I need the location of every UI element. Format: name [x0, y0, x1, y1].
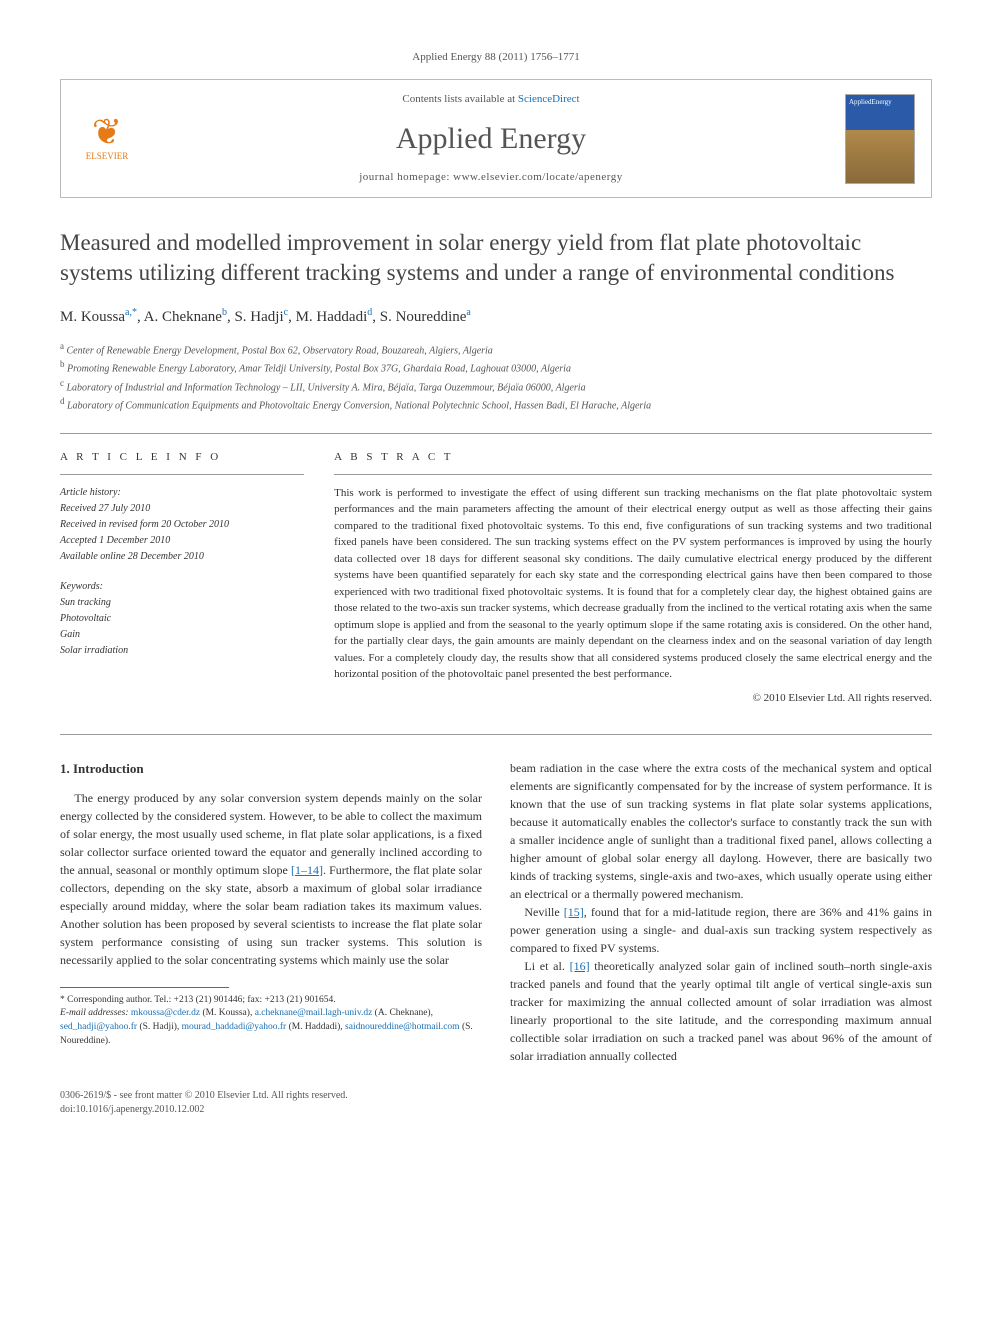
section-divider — [60, 734, 932, 735]
paragraph: beam radiation in the case where the ext… — [510, 759, 932, 903]
abstract: A B S T R A C T This work is performed t… — [334, 450, 932, 706]
email-link[interactable]: sed_hadji@yahoo.fr — [60, 1022, 137, 1032]
author-affil-link[interactable]: a — [466, 307, 470, 318]
abstract-heading: A B S T R A C T — [334, 450, 932, 474]
journal-header: ❦ ELSEVIER Contents lists available at S… — [60, 79, 932, 198]
email-who: (M. Haddadi) — [289, 1022, 341, 1032]
email-link[interactable]: mkoussa@cder.dz — [131, 1008, 200, 1018]
corresponding-author-note: * Corresponding author. Tel.: +213 (21) … — [60, 994, 482, 1008]
keyword: Sun tracking — [60, 595, 304, 611]
keyword: Gain — [60, 627, 304, 643]
abstract-text: This work is performed to investigate th… — [334, 485, 932, 683]
contents-prefix: Contents lists available at — [402, 93, 517, 105]
author-list: M. Koussaa,*, A. Cheknaneb, S. Hadjic, M… — [60, 306, 932, 328]
author: A. Cheknaneb — [144, 309, 227, 325]
email-addresses: E-mail addresses: mkoussa@cder.dz (M. Ko… — [60, 1007, 482, 1048]
article-info: A R T I C L E I N F O Article history: R… — [60, 450, 304, 706]
publisher-name: ELSEVIER — [86, 150, 129, 163]
keyword: Solar irradiation — [60, 643, 304, 659]
affiliation: a Center of Renewable Energy Development… — [60, 340, 932, 358]
homepage-url[interactable]: www.elsevier.com/locate/apenergy — [453, 171, 623, 183]
author-affil-link[interactable]: d — [367, 307, 372, 318]
article-title: Measured and modelled improvement in sol… — [60, 228, 932, 288]
email-who: (A. Cheknane) — [375, 1008, 431, 1018]
citation-link[interactable]: [16] — [570, 959, 590, 973]
paragraph: Li et al. [16] theoretically analyzed so… — [510, 957, 932, 1065]
citation: Applied Energy 88 (2011) 1756–1771 — [60, 50, 932, 65]
journal-homepage: journal homepage: www.elsevier.com/locat… — [137, 170, 845, 185]
doi-line: doi:10.1016/j.apenergy.2010.12.002 — [60, 1103, 932, 1117]
email-label: E-mail addresses: — [60, 1008, 131, 1018]
keyword: Photovoltaic — [60, 611, 304, 627]
paragraph: The energy produced by any solar convers… — [60, 789, 482, 969]
email-who: (S. Hadji) — [139, 1022, 176, 1032]
footnotes: * Corresponding author. Tel.: +213 (21) … — [60, 994, 482, 1049]
elsevier-tree-icon: ❦ — [92, 114, 122, 150]
paragraph: Neville [15], found that for a mid-latit… — [510, 903, 932, 957]
author: M. Koussaa,* — [60, 309, 137, 325]
journal-name: Applied Energy — [137, 118, 845, 160]
history-item: Available online 28 December 2010 — [60, 549, 304, 565]
email-who: (M. Koussa) — [202, 1008, 250, 1018]
affiliation: b Promoting Renewable Energy Laboratory,… — [60, 358, 932, 376]
history-item: Accepted 1 December 2010 — [60, 533, 304, 549]
author-affil-link[interactable]: b — [222, 307, 227, 318]
affiliation: d Laboratory of Communication Equipments… — [60, 395, 932, 413]
author: S. Noureddinea — [380, 309, 471, 325]
section-heading: 1. Introduction — [60, 759, 482, 779]
body-text: 1. Introduction The energy produced by a… — [60, 759, 932, 1065]
citation-link[interactable]: [15] — [564, 905, 584, 919]
elsevier-logo: ❦ ELSEVIER — [77, 104, 137, 174]
contents-available: Contents lists available at ScienceDirec… — [137, 92, 845, 107]
citation-link[interactable]: [1–14] — [291, 863, 323, 877]
history-item: Received 27 July 2010 — [60, 501, 304, 517]
affiliation: c Laboratory of Industrial and Informati… — [60, 377, 932, 395]
journal-cover-thumbnail: AppliedEnergy — [845, 94, 915, 184]
history-label: Article history: — [60, 485, 304, 501]
homepage-prefix: journal homepage: — [359, 171, 453, 183]
author-affil-link[interactable]: a,* — [125, 307, 137, 318]
email-link[interactable]: a.cheknane@mail.lagh-univ.dz — [255, 1008, 373, 1018]
footnote-separator — [60, 987, 229, 988]
issn-line: 0306-2619/$ - see front matter © 2010 El… — [60, 1089, 932, 1103]
keywords-label: Keywords: — [60, 579, 304, 595]
email-link[interactable]: mourad_haddadi@yahoo.fr — [182, 1022, 287, 1032]
author: S. Hadjic — [234, 309, 288, 325]
author-affil-link[interactable]: c — [284, 307, 288, 318]
page-footer: 0306-2619/$ - see front matter © 2010 El… — [60, 1089, 932, 1117]
affiliations: a Center of Renewable Energy Development… — [60, 340, 932, 413]
sciencedirect-link[interactable]: ScienceDirect — [518, 93, 580, 105]
article-info-heading: A R T I C L E I N F O — [60, 450, 304, 474]
cover-label: AppliedEnergy — [849, 98, 892, 106]
email-link[interactable]: saidnoureddine@hotmail.com — [345, 1022, 460, 1032]
author: M. Haddadid — [296, 309, 373, 325]
history-item: Received in revised form 20 October 2010 — [60, 517, 304, 533]
abstract-copyright: © 2010 Elsevier Ltd. All rights reserved… — [334, 691, 932, 706]
